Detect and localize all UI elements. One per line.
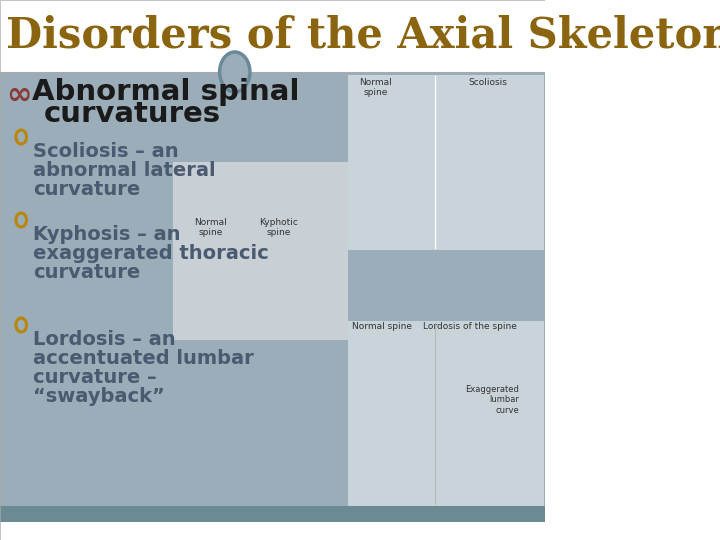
Text: ∞: ∞ bbox=[6, 80, 32, 110]
Text: curvature: curvature bbox=[33, 263, 140, 282]
Text: abnormal lateral: abnormal lateral bbox=[33, 161, 216, 180]
FancyBboxPatch shape bbox=[0, 0, 545, 72]
Text: Lordosis – an: Lordosis – an bbox=[33, 330, 176, 349]
Text: exaggerated thoracic: exaggerated thoracic bbox=[33, 244, 269, 263]
Text: Kyphosis – an: Kyphosis – an bbox=[33, 225, 181, 244]
Text: Exaggerated
lumbar
curve: Exaggerated lumbar curve bbox=[465, 385, 519, 415]
FancyBboxPatch shape bbox=[348, 75, 544, 250]
Text: curvature: curvature bbox=[33, 180, 140, 199]
Text: Lordosis of the spine: Lordosis of the spine bbox=[423, 322, 516, 331]
Text: “swayback”: “swayback” bbox=[33, 387, 165, 406]
Text: Normal
spine: Normal spine bbox=[194, 218, 227, 238]
Text: Abnormal spinal: Abnormal spinal bbox=[32, 78, 300, 106]
FancyBboxPatch shape bbox=[0, 506, 545, 522]
Text: Normal
spine: Normal spine bbox=[359, 78, 392, 97]
Text: curvature –: curvature – bbox=[33, 368, 157, 387]
FancyBboxPatch shape bbox=[348, 321, 544, 506]
Text: accentuated lumbar: accentuated lumbar bbox=[33, 349, 254, 368]
Text: curvatures: curvatures bbox=[44, 100, 221, 128]
Text: Kyphotic
spine: Kyphotic spine bbox=[259, 218, 298, 238]
Text: Scoliosis: Scoliosis bbox=[468, 78, 507, 87]
Circle shape bbox=[220, 52, 250, 92]
Text: Disorders of the Axial Skeleton: Disorders of the Axial Skeleton bbox=[6, 15, 720, 57]
Text: Normal spine: Normal spine bbox=[353, 322, 413, 331]
Text: Scoliosis – an: Scoliosis – an bbox=[33, 142, 179, 161]
FancyBboxPatch shape bbox=[173, 162, 348, 340]
FancyBboxPatch shape bbox=[0, 72, 545, 522]
